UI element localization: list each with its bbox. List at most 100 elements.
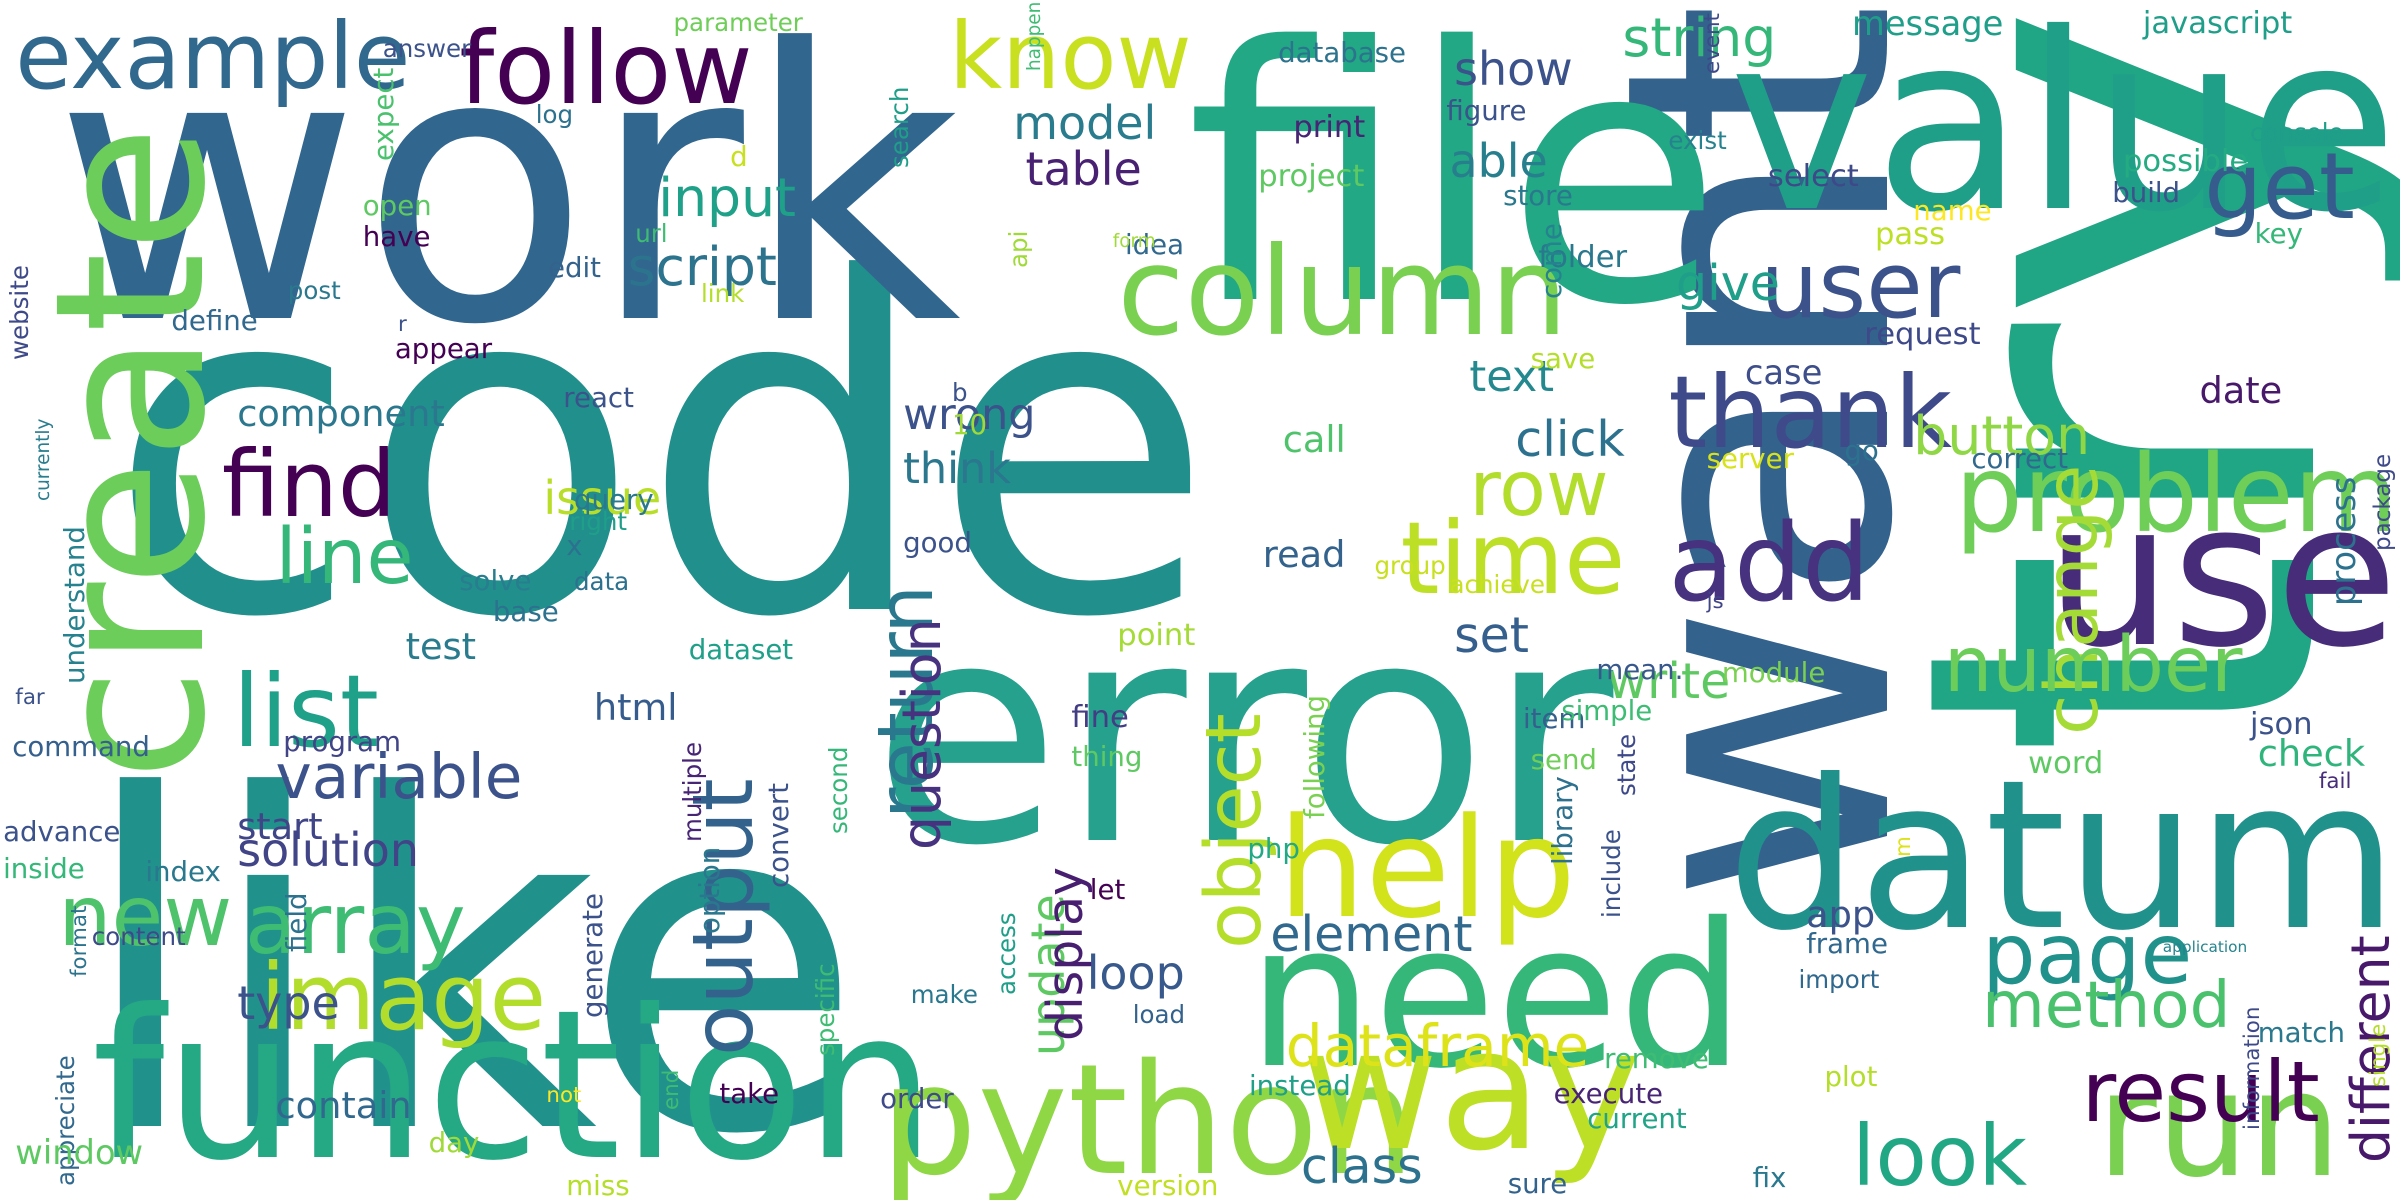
word-remove: remove bbox=[1604, 1041, 1709, 1075]
word-current: current bbox=[1587, 1101, 1687, 1135]
word-dataset: dataset bbox=[688, 633, 794, 667]
word-write: write bbox=[1607, 653, 1731, 711]
word-php: php bbox=[1247, 832, 1300, 866]
word-python: python bbox=[880, 1031, 1416, 1200]
word-array: array bbox=[244, 874, 466, 973]
word-message: message bbox=[1852, 3, 2004, 43]
word-idea: idea bbox=[1125, 227, 1185, 261]
word-example: example bbox=[15, 2, 411, 110]
word-expect: expect bbox=[367, 67, 401, 161]
word-case: case bbox=[1744, 352, 1823, 392]
word-website: website bbox=[4, 264, 34, 360]
word-look: look bbox=[1852, 1106, 2028, 1200]
word-think: think bbox=[903, 443, 1012, 494]
word-pass: pass bbox=[1875, 217, 1946, 253]
word-input: input bbox=[658, 166, 797, 230]
word-r: r bbox=[398, 311, 407, 337]
word-project: project bbox=[1258, 159, 1365, 195]
word-inside: inside bbox=[3, 852, 85, 885]
word-package: package bbox=[2370, 453, 2397, 551]
word-program: program bbox=[283, 725, 401, 758]
word-call: call bbox=[1282, 418, 1346, 462]
word-have: have bbox=[362, 219, 431, 253]
word-row: row bbox=[1469, 444, 1609, 534]
word-event: event bbox=[1700, 12, 1725, 74]
word-possible: possible bbox=[2123, 143, 2249, 179]
word-fix: fix bbox=[1752, 1161, 1787, 1195]
word-option: option bbox=[693, 846, 727, 934]
word-make: make bbox=[910, 980, 978, 1009]
word-model: model bbox=[1013, 96, 1157, 150]
word-table: table bbox=[1025, 141, 1142, 196]
word-list: list bbox=[232, 654, 379, 770]
word-exist: exist bbox=[1668, 125, 1727, 155]
word-miss: miss bbox=[566, 1168, 630, 1200]
word-answer: answer bbox=[382, 34, 472, 63]
word-index: index bbox=[145, 855, 221, 889]
word-thank: thank bbox=[1668, 356, 1953, 472]
word-test: test bbox=[405, 624, 477, 668]
word-appear: appear bbox=[394, 331, 493, 365]
word-open: open bbox=[362, 189, 432, 223]
word-understand: understand bbox=[58, 526, 92, 685]
word-word: word bbox=[2028, 745, 2104, 781]
word-form: form bbox=[1112, 231, 1156, 253]
word-information: information bbox=[2240, 1006, 2266, 1130]
word-library: library bbox=[1546, 776, 1579, 865]
word-save: save bbox=[1530, 342, 1596, 376]
word-start: start bbox=[237, 805, 323, 849]
word-dataframe: dataframe bbox=[1285, 1012, 1590, 1081]
word-let: let bbox=[1089, 873, 1126, 907]
word-module: module bbox=[1721, 656, 1826, 690]
word-help: help bbox=[1278, 788, 1576, 949]
word-contain: contain bbox=[275, 1084, 412, 1127]
word-click: click bbox=[1515, 411, 1625, 469]
word-show: show bbox=[1454, 42, 1573, 97]
word-key: key bbox=[2254, 216, 2303, 250]
word-d: d bbox=[730, 140, 748, 174]
word-simple: simple bbox=[1561, 694, 1653, 728]
word-way: way bbox=[1301, 991, 1642, 1188]
word-select: select bbox=[1767, 159, 1859, 195]
word-solution: solution bbox=[237, 823, 419, 878]
word-multiple: multiple bbox=[678, 741, 708, 842]
word-right: right bbox=[569, 507, 627, 536]
word-page: page bbox=[1982, 905, 2193, 1004]
word-base: base bbox=[492, 594, 559, 628]
word-database: database bbox=[1278, 36, 1407, 70]
word-solve: solve bbox=[459, 564, 532, 598]
word-content: content bbox=[91, 921, 186, 951]
word-mean-: mean. bbox=[1596, 653, 1684, 686]
word-check: check bbox=[2257, 731, 2366, 775]
word-single: single bbox=[2365, 1023, 2391, 1087]
word-10: 10 bbox=[952, 408, 988, 442]
word-function: function bbox=[91, 964, 936, 1200]
word-question: question bbox=[890, 617, 954, 850]
word-use: use bbox=[2045, 459, 2398, 691]
word-query: query bbox=[574, 483, 654, 517]
word-javascript: javascript bbox=[2142, 6, 2293, 42]
word-wrong: wrong bbox=[903, 390, 1036, 441]
word-follow: follow bbox=[459, 11, 753, 127]
word-date: date bbox=[2199, 369, 2283, 413]
word-user: user bbox=[1760, 232, 1961, 340]
word-loop: loop bbox=[1086, 945, 1185, 1000]
word-m: m bbox=[1891, 836, 1917, 858]
word-field: field bbox=[280, 892, 314, 952]
word-get: get bbox=[2204, 132, 2355, 240]
word-react: react bbox=[563, 380, 634, 414]
word-end: end bbox=[659, 1069, 685, 1110]
word-import: import bbox=[1798, 964, 1880, 994]
word-js: js bbox=[1706, 588, 1724, 614]
word-number: number bbox=[1943, 620, 2243, 710]
word-folder: folder bbox=[1538, 240, 1628, 276]
word-version: version bbox=[1117, 1168, 1219, 1200]
word-search: search bbox=[884, 87, 914, 169]
word-state: state bbox=[1611, 733, 1641, 796]
word-run: run bbox=[2096, 1040, 2341, 1200]
word-datum: datum bbox=[1727, 735, 2398, 977]
word-happen: happen bbox=[1023, 2, 1045, 72]
word-x: x bbox=[566, 529, 583, 562]
word-convert: convert bbox=[762, 782, 796, 888]
